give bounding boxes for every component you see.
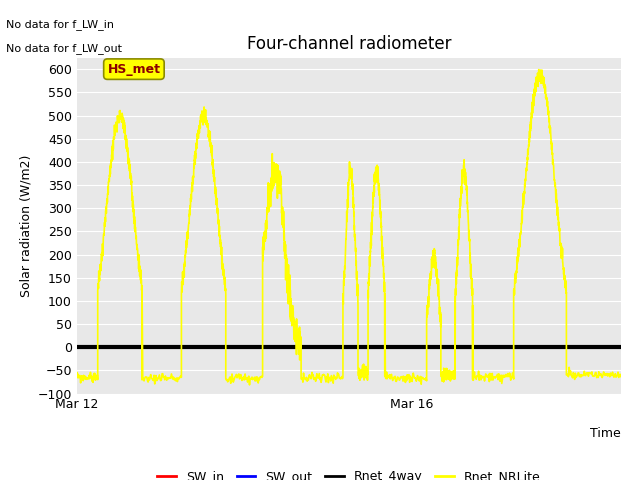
Text: HS_met: HS_met <box>108 63 161 76</box>
Title: Four-channel radiometer: Four-channel radiometer <box>246 35 451 53</box>
Legend: SW_in, SW_out, Rnet_4way, Rnet_NRLite: SW_in, SW_out, Rnet_4way, Rnet_NRLite <box>152 465 545 480</box>
Text: Time: Time <box>590 427 621 440</box>
Text: No data for f_LW_in: No data for f_LW_in <box>6 19 115 30</box>
Y-axis label: Solar radiation (W/m2): Solar radiation (W/m2) <box>19 155 32 297</box>
Text: No data for f_LW_out: No data for f_LW_out <box>6 43 122 54</box>
